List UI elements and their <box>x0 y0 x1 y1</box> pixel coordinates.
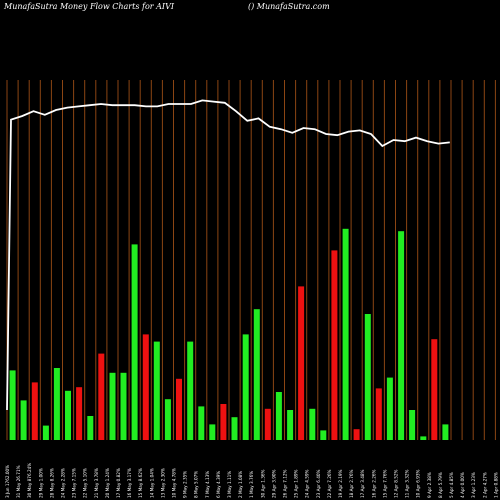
bar-down <box>176 378 182 440</box>
bar-down <box>98 353 105 440</box>
bar-up <box>53 368 60 440</box>
x-tick-label: 16 Apr 2.26% <box>371 469 376 498</box>
x-tick-label: 11 Apr 3.32% <box>405 469 410 498</box>
x-tick-label: 21 May 3.78% <box>94 468 99 498</box>
x-tick-label: 20 May 1.24% <box>105 468 110 498</box>
bar-up <box>242 334 249 440</box>
bar-up <box>320 430 327 440</box>
bar-up <box>87 416 94 440</box>
bar-up <box>198 406 205 440</box>
bar-down <box>76 387 83 440</box>
bar-up <box>309 408 316 440</box>
x-tick-label: 1 Apr 0.88% <box>493 472 498 498</box>
x-tick-label: 8 Apr 5.79% <box>438 472 443 498</box>
bar-down <box>431 339 438 440</box>
bar-up <box>209 424 216 440</box>
bar-up <box>275 392 282 440</box>
x-tick-label: 15 Apr 7.76% <box>382 469 387 498</box>
x-tick-label: 2 Apr 4.27% <box>482 472 487 498</box>
x-tick-label: 9 Apr 2.38% <box>427 472 432 498</box>
x-tick-label: 14 May 1.04% <box>149 468 154 498</box>
x-tick-label: 17 Apr 3.48% <box>360 469 365 498</box>
x-tick-label: 8 May 5.07% <box>194 471 199 498</box>
bar-up <box>364 314 371 440</box>
bar-down <box>298 286 305 440</box>
gridlines <box>6 80 496 440</box>
bar-up <box>398 231 405 440</box>
x-tick-label: 3 Apr 1.23% <box>471 472 476 498</box>
bar-down <box>264 408 271 440</box>
x-tick-label: 23 May 7.15% <box>72 468 77 498</box>
bar-up <box>131 244 138 440</box>
x-tick-label: 10 May 4.78% <box>172 468 177 498</box>
bar-up <box>420 436 427 440</box>
bar-up <box>20 400 27 440</box>
x-tick-label: 6 May 4.39% <box>216 471 221 498</box>
bar-up <box>409 410 416 440</box>
x-tick-label: 3 May 1.11% <box>227 471 232 498</box>
x-tick-label: 7 May 4.13% <box>205 471 210 498</box>
flow-line <box>6 99 450 411</box>
x-tick-label: 24 May 2.28% <box>61 468 66 498</box>
x-tick-label: 19 Apr 2.19% <box>338 469 343 498</box>
bar-up <box>164 399 171 440</box>
bar-up <box>42 425 49 440</box>
x-tick-label: 28 May 8.26% <box>49 468 54 498</box>
x-tick-label: 31 May 26.71% <box>16 465 21 498</box>
x-tick-labels: 3 Jun 1762.00% 31 May 26.71% 30 May 876.24… <box>5 463 498 498</box>
bar-up <box>120 372 127 440</box>
bar-up <box>253 309 260 440</box>
x-tick-label: 18 Apr 2.76% <box>349 469 354 498</box>
bar-down <box>220 404 227 440</box>
x-tick-label: 4 Apr 0.00% <box>460 472 465 498</box>
x-tick-label: 16 May 3.17% <box>127 468 132 498</box>
x-tick-label: 30 Apr 1.36% <box>260 469 265 498</box>
bar-up <box>442 424 449 440</box>
bar-up <box>287 410 294 440</box>
x-tick-label: 12 Apr 8.52% <box>394 469 399 498</box>
x-tick-label: 26 Apr 7.12% <box>283 469 288 498</box>
flow-line-series <box>6 99 450 411</box>
x-tick-label: 22 Apr 7.26% <box>327 469 332 498</box>
bar-up <box>187 341 194 440</box>
x-tick-label: 23 Apr 6.40% <box>316 469 321 498</box>
x-tick-label: 29 May 1.00% <box>38 468 43 498</box>
x-tick-label: 24 Apr 4.59% <box>305 469 310 498</box>
bar-up <box>109 372 116 440</box>
x-tick-label: 29 Apr 3.90% <box>271 469 276 498</box>
x-tick-label: 15 May 8.62% <box>138 468 143 498</box>
bar-up <box>153 341 160 440</box>
x-tick-label: 1 May 3.76% <box>249 471 254 498</box>
x-tick-label: 25 Apr 1.89% <box>294 469 299 498</box>
bar-down <box>142 334 149 440</box>
x-tick-label: 10 Apr 6.93% <box>416 469 421 498</box>
bar-down <box>375 388 382 440</box>
chart-title: MunafaSutra Money Flow Charts for AIVI <box>3 2 175 11</box>
x-tick-label: 2 May 1.08% <box>238 471 243 498</box>
bar-up <box>231 417 238 440</box>
x-tick-label: 9 May 2.35% <box>183 471 188 498</box>
x-tick-label: 5 Apr 4.85% <box>449 472 454 498</box>
x-tick-label: 3 Jun 1762.00% <box>5 465 10 498</box>
bar-up <box>386 377 393 440</box>
x-tick-label: 22 May 5.10% <box>83 468 88 498</box>
x-tick-label: 13 May 2.30% <box>160 468 165 498</box>
x-tick-label: 30 May 876.24% <box>27 463 32 498</box>
bar-down <box>31 382 38 440</box>
bar-series <box>9 228 449 440</box>
x-tick-label: 17 May 0.82% <box>116 468 121 498</box>
bar-up <box>9 370 16 440</box>
bar-up <box>65 390 71 440</box>
bar-down <box>353 429 360 440</box>
site-credit: () MunafaSutra.com <box>248 2 330 11</box>
bar-down <box>331 250 338 440</box>
bar-up <box>342 228 349 440</box>
